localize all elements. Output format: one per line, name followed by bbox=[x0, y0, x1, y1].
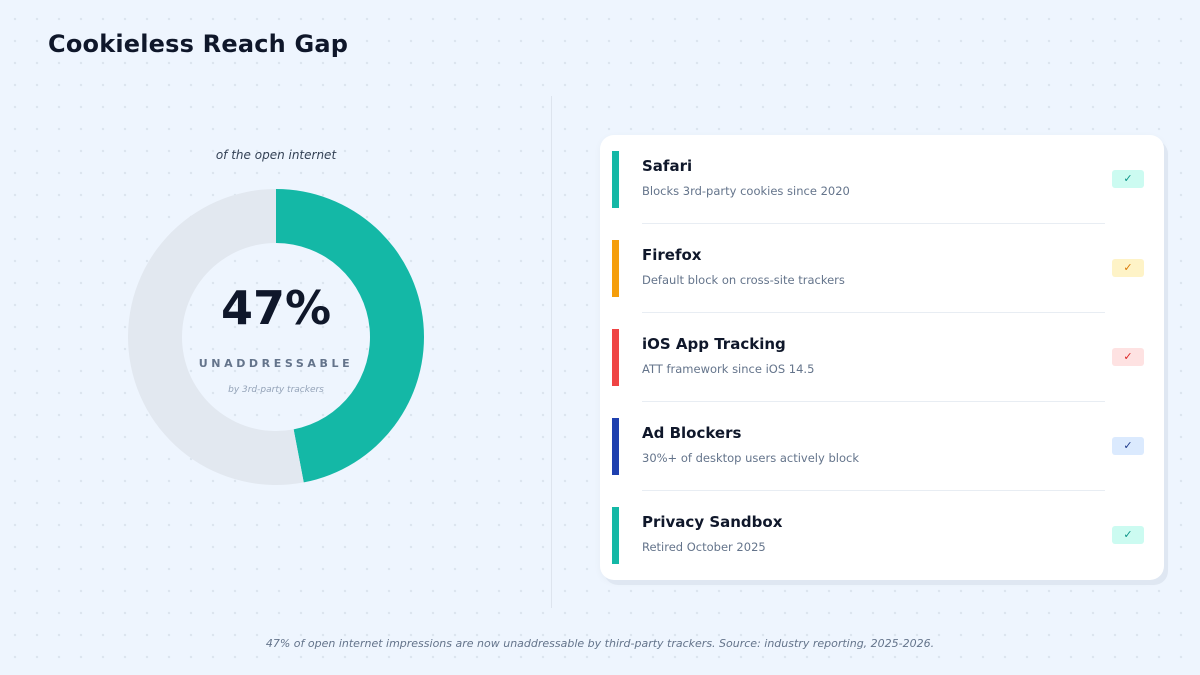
footnote: 47% of open internet impressions are now… bbox=[265, 637, 935, 650]
factor-description: ATT framework since iOS 14.5 bbox=[642, 362, 815, 376]
factor-row-safari: Safari Blocks 3rd-party cookies since 20… bbox=[600, 135, 1164, 224]
factor-title: iOS App Tracking bbox=[642, 335, 786, 353]
donut-panel: of the open internet 47% UNADDRESSABLE b… bbox=[96, 140, 456, 510]
accent-bar bbox=[612, 240, 619, 297]
factor-description: Retired October 2025 bbox=[642, 540, 766, 554]
factor-row-ios-app-tracking: iOS App Tracking ATT framework since iOS… bbox=[600, 313, 1164, 402]
factors-card: Safari Blocks 3rd-party cookies since 20… bbox=[600, 135, 1164, 580]
row-divider bbox=[642, 223, 1105, 224]
row-divider bbox=[642, 401, 1105, 402]
factor-title: Firefox bbox=[642, 246, 702, 264]
accent-bar bbox=[612, 329, 619, 386]
donut-slice-remainder bbox=[127, 189, 304, 485]
check-icon: ✓ bbox=[1112, 437, 1144, 455]
chart-subtitle: of the open internet bbox=[215, 148, 337, 162]
factor-title: Safari bbox=[642, 157, 693, 175]
factor-title: Ad Blockers bbox=[642, 424, 742, 442]
factor-row-privacy-sandbox: Privacy Sandbox Retired October 2025 ✓ bbox=[600, 491, 1164, 580]
center-label: UNADDRESSABLE bbox=[198, 357, 354, 370]
vertical-divider bbox=[551, 96, 552, 608]
center-sublabel: by 3rd-party trackers bbox=[228, 385, 324, 395]
factor-row-firefox: Firefox Default block on cross-site trac… bbox=[600, 224, 1164, 313]
accent-bar bbox=[612, 418, 619, 475]
check-icon: ✓ bbox=[1112, 170, 1144, 188]
check-icon: ✓ bbox=[1112, 348, 1144, 366]
factor-description: Blocks 3rd-party cookies since 2020 bbox=[642, 184, 850, 198]
factor-row-ad-blockers: Ad Blockers 30%+ of desktop users active… bbox=[600, 402, 1164, 491]
donut-chart bbox=[127, 189, 424, 485]
page-title: Cookieless Reach Gap bbox=[48, 30, 349, 58]
check-icon: ✓ bbox=[1112, 259, 1144, 277]
factor-description: Default block on cross-site trackers bbox=[642, 273, 845, 287]
accent-bar bbox=[612, 507, 619, 564]
center-value: 47% bbox=[220, 281, 332, 335]
donut-slice-unaddressable bbox=[276, 189, 424, 483]
row-divider bbox=[642, 312, 1105, 313]
row-divider bbox=[642, 490, 1105, 491]
check-icon: ✓ bbox=[1112, 526, 1144, 544]
factor-title: Privacy Sandbox bbox=[642, 513, 783, 531]
accent-bar bbox=[612, 151, 619, 208]
factor-description: 30%+ of desktop users actively block bbox=[642, 451, 859, 465]
